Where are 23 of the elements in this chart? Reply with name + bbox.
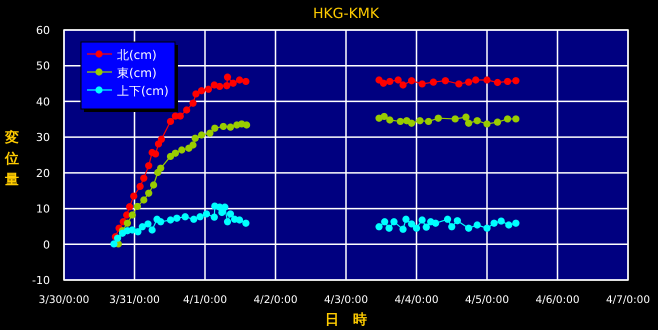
x-tick-label: 4/1/0:00 [182,294,228,306]
chart-title: HKG-KMK [312,6,380,22]
y-tick-label: 20 [36,166,50,180]
y-axis-title: 変位量 [4,129,19,188]
x-tick-label: 3/31/0:00 [109,294,160,306]
legend-label: 北(cm) [117,48,157,62]
x-tick-label: 4/4/0:00 [394,294,439,306]
y-tick-label: 10 [36,202,50,216]
x-axis-title: 日 時 [325,312,367,328]
x-tick-label: 4/6/0:00 [535,294,580,306]
x-tick-label: 3/30/0:00 [38,294,90,306]
y-tick-label: 40 [36,95,50,108]
x-tick-label: 4/3/0:00 [324,294,368,306]
y-tick-label: -10 [32,274,50,287]
legend-label: 上下(cm) [117,84,169,98]
x-tick-label: 4/7/0:00 [606,294,650,306]
y-tick-label: 50 [36,60,50,73]
y-tick-label: 0 [43,238,50,252]
x-tick-label: 4/5/0:00 [464,294,510,306]
legend-label: 東(cm) [117,66,157,80]
x-tick-label: 4/2/0:00 [253,294,298,306]
y-tick-label: 30 [36,131,50,144]
y-tick-label: 60 [36,24,50,37]
